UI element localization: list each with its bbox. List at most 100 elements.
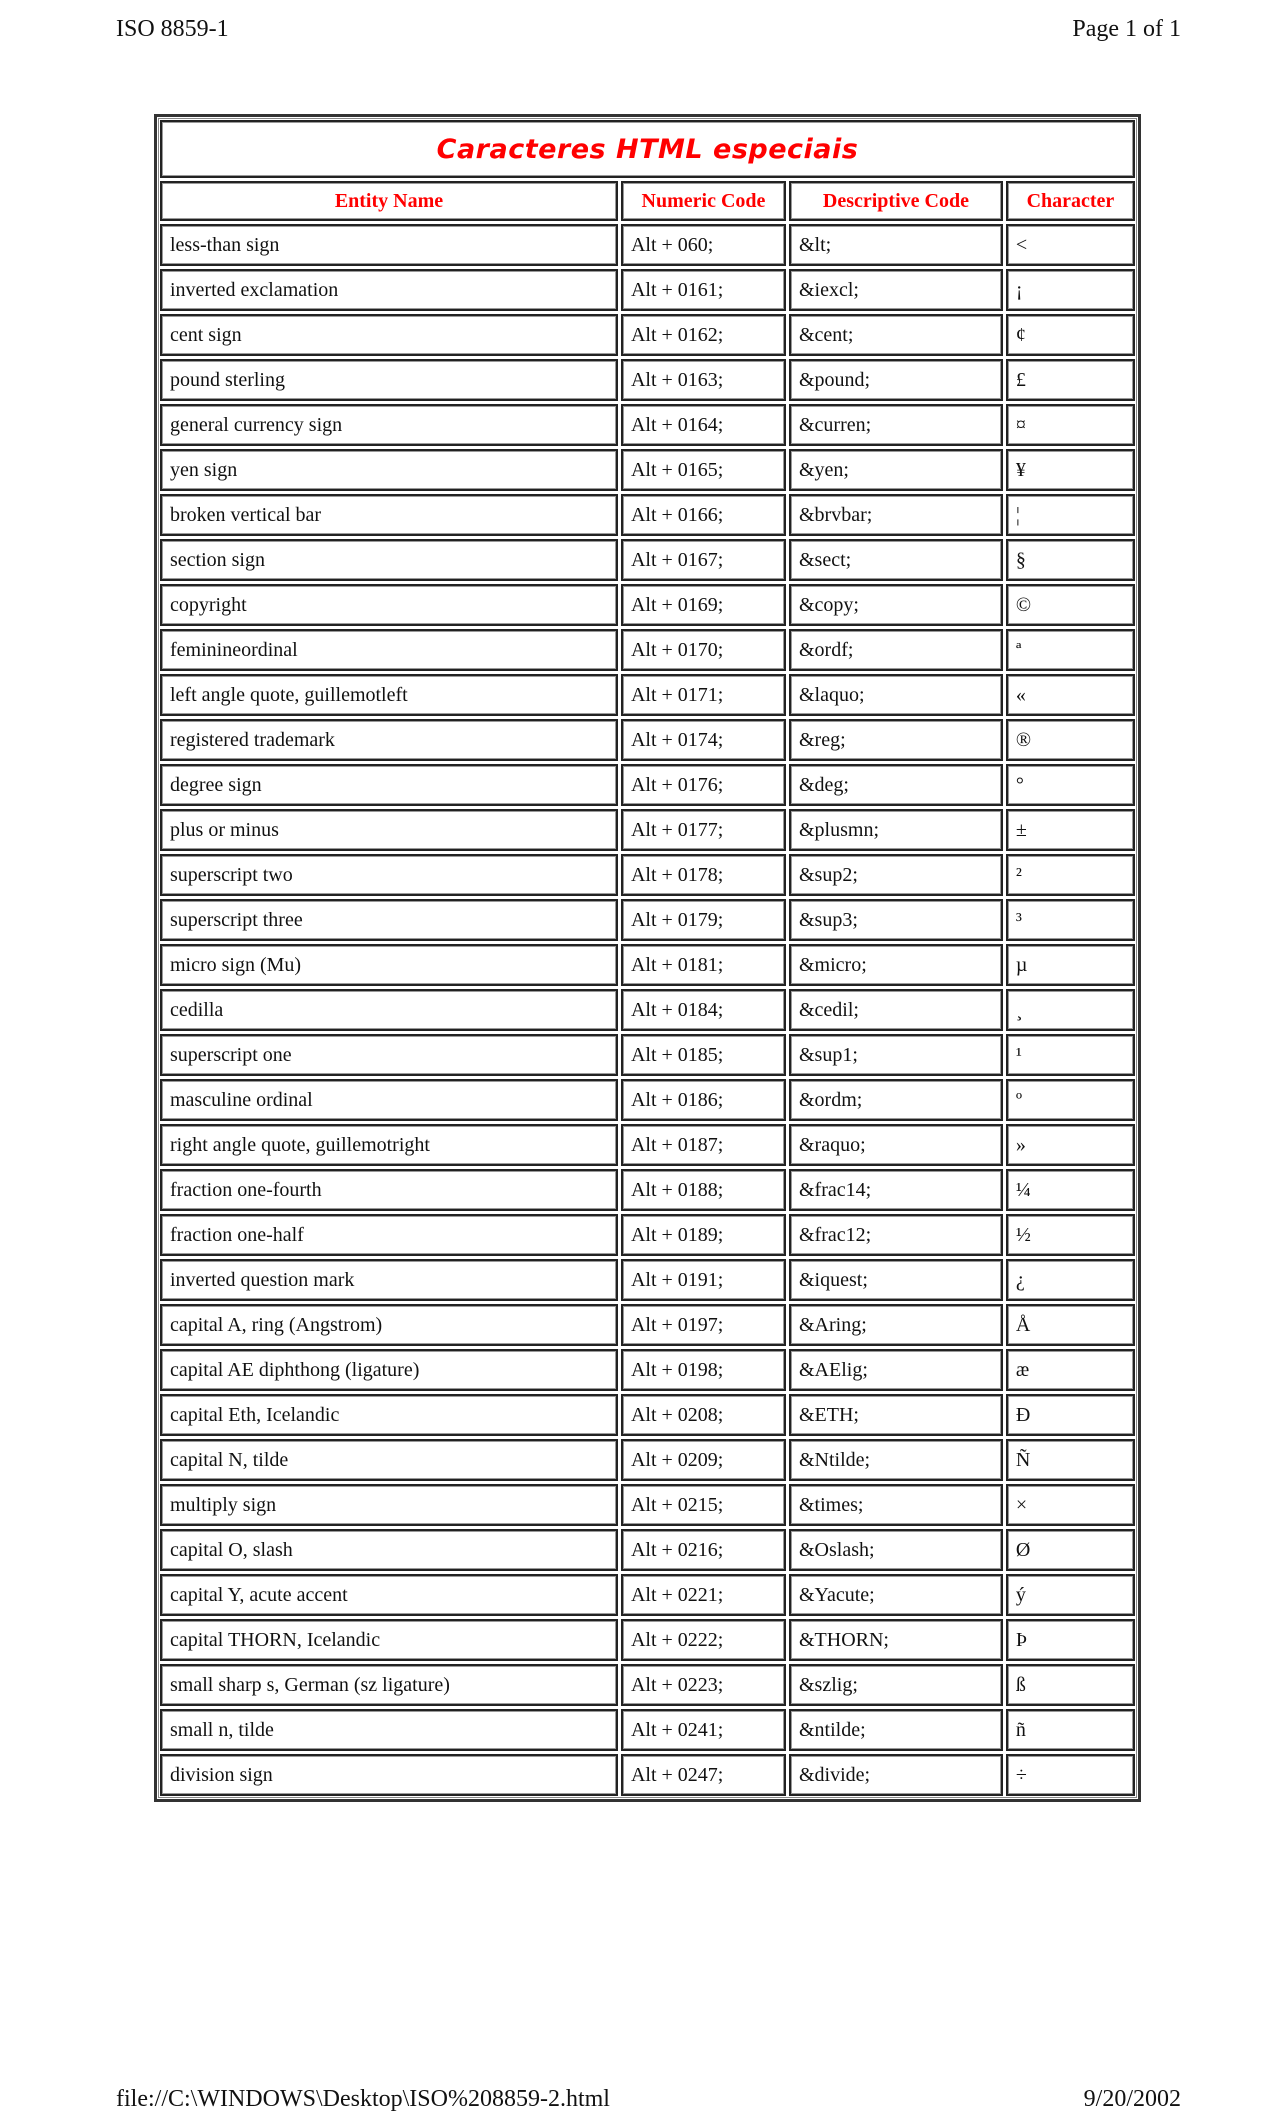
cell-entity-name: cedilla — [160, 989, 618, 1031]
table-row: left angle quote, guillemotleft Alt + 017… — [160, 674, 1135, 716]
cell-entity-name: inverted question mark — [160, 1259, 618, 1301]
cell-descriptive-code: &frac14; — [788, 1169, 1003, 1211]
cell-descriptive-code: &sup1; — [788, 1034, 1003, 1076]
cell-descriptive-code: &Yacute; — [788, 1574, 1003, 1616]
cell-character: ¹ — [1005, 1034, 1135, 1076]
cell-numeric-code: Alt + 0241; — [620, 1709, 786, 1751]
table-row: feminineordinal Alt + 0170; &ordf; ª — [160, 629, 1135, 671]
table-row: fraction one-half Alt + 0189; &frac12; ½ — [160, 1214, 1135, 1256]
cell-numeric-code: Alt + 0179; — [620, 899, 786, 941]
cell-character: ½ — [1005, 1214, 1135, 1256]
table-row: plus or minus Alt + 0177; &plusmn; ± — [160, 809, 1135, 851]
cell-descriptive-code: &iquest; — [788, 1259, 1003, 1301]
entity-table: Caracteres HTML especiais Entity Name Nu… — [154, 114, 1141, 1802]
cell-numeric-code: Alt + 0161; — [620, 269, 786, 311]
cell-numeric-code: Alt + 0171; — [620, 674, 786, 716]
cell-character: Ð — [1005, 1394, 1135, 1436]
cell-descriptive-code: &Oslash; — [788, 1529, 1003, 1571]
cell-descriptive-code: &cedil; — [788, 989, 1003, 1031]
cell-entity-name: plus or minus — [160, 809, 618, 851]
cell-descriptive-code: &plusmn; — [788, 809, 1003, 851]
cell-numeric-code: Alt + 0164; — [620, 404, 786, 446]
cell-numeric-code: Alt + 0178; — [620, 854, 786, 896]
cell-descriptive-code: &sect; — [788, 539, 1003, 581]
cell-character: × — [1005, 1484, 1135, 1526]
cell-character: ¸ — [1005, 989, 1135, 1031]
table-row: superscript two Alt + 0178; &sup2; ² — [160, 854, 1135, 896]
cell-entity-name: small n, tilde — [160, 1709, 618, 1751]
table-row: registered trademark Alt + 0174; &reg; ® — [160, 719, 1135, 761]
table-row: micro sign (Mu) Alt + 0181; &micro; µ — [160, 944, 1135, 986]
cell-numeric-code: Alt + 0169; — [620, 584, 786, 626]
cell-character: ¦ — [1005, 494, 1135, 536]
cell-numeric-code: Alt + 0222; — [620, 1619, 786, 1661]
cell-entity-name: masculine ordinal — [160, 1079, 618, 1121]
cell-numeric-code: Alt + 0209; — [620, 1439, 786, 1481]
cell-character: ¤ — [1005, 404, 1135, 446]
cell-character: Å — [1005, 1304, 1135, 1346]
cell-entity-name: capital A, ring (Angstrom) — [160, 1304, 618, 1346]
table-row: fraction one-fourth Alt + 0188; &frac14; ¼ — [160, 1169, 1135, 1211]
cell-character: ³ — [1005, 899, 1135, 941]
cell-descriptive-code: &micro; — [788, 944, 1003, 986]
cell-character: Þ — [1005, 1619, 1135, 1661]
cell-entity-name: section sign — [160, 539, 618, 581]
cell-descriptive-code: &laquo; — [788, 674, 1003, 716]
cell-numeric-code: Alt + 0165; — [620, 449, 786, 491]
cell-character: æ — [1005, 1349, 1135, 1391]
page-footer-date: 9/20/2002 — [1083, 2086, 1181, 2112]
cell-descriptive-code: &Aring; — [788, 1304, 1003, 1346]
page-footer-url: file://C:\WINDOWS\Desktop\ISO%208859-2.h… — [116, 2086, 610, 2112]
table-row: yen sign Alt + 0165; &yen; ¥ — [160, 449, 1135, 491]
cell-entity-name: fraction one-fourth — [160, 1169, 618, 1211]
cell-entity-name: superscript three — [160, 899, 618, 941]
cell-character: µ — [1005, 944, 1135, 986]
table-row: pound sterling Alt + 0163; &pound; £ — [160, 359, 1135, 401]
cell-entity-name: feminineordinal — [160, 629, 618, 671]
cell-descriptive-code: &ETH; — [788, 1394, 1003, 1436]
cell-entity-name: multiply sign — [160, 1484, 618, 1526]
cell-entity-name: degree sign — [160, 764, 618, 806]
cell-entity-name: right angle quote, guillemotright — [160, 1124, 618, 1166]
table-row: section sign Alt + 0167; &sect; § — [160, 539, 1135, 581]
cell-character: ¥ — [1005, 449, 1135, 491]
cell-descriptive-code: &sup2; — [788, 854, 1003, 896]
cell-entity-name: fraction one-half — [160, 1214, 618, 1256]
cell-character: £ — [1005, 359, 1135, 401]
cell-character: ¢ — [1005, 314, 1135, 356]
cell-character: ¿ — [1005, 1259, 1135, 1301]
cell-entity-name: cent sign — [160, 314, 618, 356]
cell-numeric-code: Alt + 0181; — [620, 944, 786, 986]
cell-character: « — [1005, 674, 1135, 716]
cell-descriptive-code: &deg; — [788, 764, 1003, 806]
table-row: cedilla Alt + 0184; &cedil; ¸ — [160, 989, 1135, 1031]
table-row: capital N, tilde Alt + 0209; &Ntilde; Ñ — [160, 1439, 1135, 1481]
cell-character: ¼ — [1005, 1169, 1135, 1211]
cell-numeric-code: Alt + 0166; — [620, 494, 786, 536]
cell-character: ¡ — [1005, 269, 1135, 311]
cell-entity-name: division sign — [160, 1754, 618, 1796]
cell-character: ² — [1005, 854, 1135, 896]
cell-descriptive-code: &copy; — [788, 584, 1003, 626]
cell-character: < — [1005, 224, 1135, 266]
cell-numeric-code: Alt + 0198; — [620, 1349, 786, 1391]
table-row: division sign Alt + 0247; &divide; ÷ — [160, 1754, 1135, 1796]
cell-numeric-code: Alt + 0197; — [620, 1304, 786, 1346]
cell-character: ß — [1005, 1664, 1135, 1706]
cell-descriptive-code: &AElig; — [788, 1349, 1003, 1391]
cell-entity-name: yen sign — [160, 449, 618, 491]
table-row: small n, tilde Alt + 0241; &ntilde; ñ — [160, 1709, 1135, 1751]
cell-character: Ø — [1005, 1529, 1135, 1571]
cell-numeric-code: Alt + 0189; — [620, 1214, 786, 1256]
table-row: small sharp s, German (sz ligature) Alt +… — [160, 1664, 1135, 1706]
cell-descriptive-code: &lt; — [788, 224, 1003, 266]
cell-character: ñ — [1005, 1709, 1135, 1751]
cell-entity-name: small sharp s, German (sz ligature) — [160, 1664, 618, 1706]
cell-character: ý — [1005, 1574, 1135, 1616]
cell-numeric-code: Alt + 0188; — [620, 1169, 786, 1211]
cell-descriptive-code: &cent; — [788, 314, 1003, 356]
cell-character: ® — [1005, 719, 1135, 761]
cell-numeric-code: Alt + 0185; — [620, 1034, 786, 1076]
cell-descriptive-code: &brvbar; — [788, 494, 1003, 536]
cell-entity-name: less-than sign — [160, 224, 618, 266]
